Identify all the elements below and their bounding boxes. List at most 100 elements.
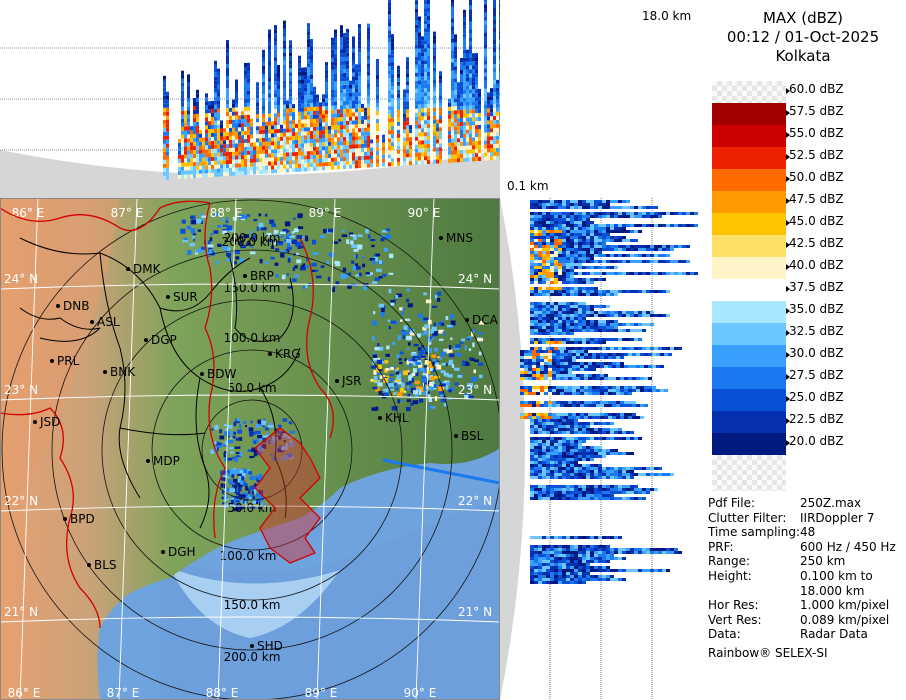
profile-cell — [478, 116, 481, 121]
profile-cell — [322, 98, 325, 103]
profile-cell — [576, 389, 580, 392]
profile-cell — [540, 413, 544, 416]
profile-cell — [283, 168, 286, 173]
profile-cell — [289, 64, 292, 69]
profile-cell — [602, 260, 606, 263]
profile-cell — [566, 287, 570, 290]
profile-cell — [286, 104, 289, 109]
profile-cell — [349, 92, 352, 97]
profile-cell — [578, 455, 582, 458]
profile-cell — [566, 497, 570, 500]
profile-cell — [433, 83, 436, 88]
profile-cell — [265, 169, 268, 174]
profile-cell — [550, 278, 554, 281]
profile-cell — [542, 314, 546, 317]
profile-cell — [499, 131, 500, 136]
profile-cell — [558, 497, 562, 500]
profile-cell — [277, 96, 280, 101]
profile-cell — [648, 386, 652, 389]
profile-cell — [534, 305, 538, 308]
profile-cell — [364, 151, 367, 156]
profile-cell — [340, 105, 343, 110]
profile-cell — [409, 141, 412, 146]
profile-cell — [584, 377, 588, 380]
profile-cell — [187, 114, 190, 119]
profile-cell — [612, 413, 616, 416]
profile-cell — [421, 68, 424, 73]
profile-cell — [247, 162, 250, 167]
profile-cell — [316, 130, 319, 135]
profile-cell — [358, 48, 361, 53]
profile-cell — [283, 96, 286, 101]
profile-cell — [544, 374, 548, 377]
profile-cell — [520, 404, 524, 407]
profile-cell — [658, 260, 662, 263]
profile-cell — [578, 572, 582, 575]
profile-cell — [622, 200, 626, 203]
profile-cell — [499, 123, 500, 128]
profile-cell — [355, 144, 358, 149]
profile-cell — [550, 275, 554, 278]
profile-cell — [578, 221, 582, 224]
echo-cell — [252, 234, 257, 240]
profile-cell — [472, 117, 475, 122]
profile-cell — [205, 97, 208, 102]
profile-cell — [542, 563, 546, 566]
profile-cell — [457, 98, 460, 103]
profile-cell — [594, 227, 598, 230]
profile-cell — [610, 473, 614, 476]
profile-cell — [346, 52, 349, 57]
profile-cell — [572, 362, 576, 365]
profile-cell — [654, 467, 658, 470]
profile-cell — [214, 160, 217, 165]
profile-cell — [538, 200, 542, 203]
profile-cell — [463, 45, 466, 50]
profile-cell — [566, 464, 570, 467]
profile-cell — [367, 139, 370, 144]
profile-cell — [654, 548, 658, 551]
profile-cell — [562, 422, 566, 425]
profile-cell — [618, 536, 622, 539]
profile-cell — [618, 290, 622, 293]
profile-cell — [271, 157, 274, 162]
profile-cell — [582, 581, 586, 584]
profile-cell — [316, 114, 319, 119]
profile-cell — [466, 69, 469, 74]
profile-cell — [427, 91, 430, 96]
profile-cell — [646, 473, 650, 476]
profile-cell — [530, 245, 534, 248]
profile-cell — [493, 76, 496, 81]
profile-cell — [337, 149, 340, 154]
profile-cell — [562, 254, 566, 257]
profile-cell — [289, 112, 292, 117]
profile-cell — [610, 326, 614, 329]
profile-cell — [558, 218, 562, 221]
profile-cell — [578, 323, 582, 326]
profile-cell — [530, 491, 534, 494]
profile-cell — [606, 485, 610, 488]
profile-cell — [592, 386, 596, 389]
profile-cell — [451, 106, 454, 111]
profile-cell — [343, 65, 346, 70]
profile-cell — [602, 557, 606, 560]
profile-cell — [576, 416, 580, 419]
profile-cell — [493, 128, 496, 133]
profile-cell — [163, 155, 166, 160]
profile-cell — [566, 290, 570, 293]
profile-cell — [598, 575, 602, 578]
profile-cell — [534, 455, 538, 458]
profile-cell — [550, 248, 554, 251]
profile-cell — [487, 100, 490, 105]
profile-cell — [352, 144, 355, 149]
profile-cell — [370, 159, 373, 164]
profile-cell — [190, 130, 193, 135]
profile-cell — [550, 581, 554, 584]
profile-cell — [493, 4, 496, 9]
profile-cell — [232, 119, 235, 124]
profile-cell — [546, 272, 550, 275]
profile-cell — [487, 132, 490, 137]
profile-cell — [530, 458, 534, 461]
profile-cell — [307, 39, 310, 44]
profile-cell — [205, 161, 208, 166]
profile-cell — [226, 40, 229, 45]
